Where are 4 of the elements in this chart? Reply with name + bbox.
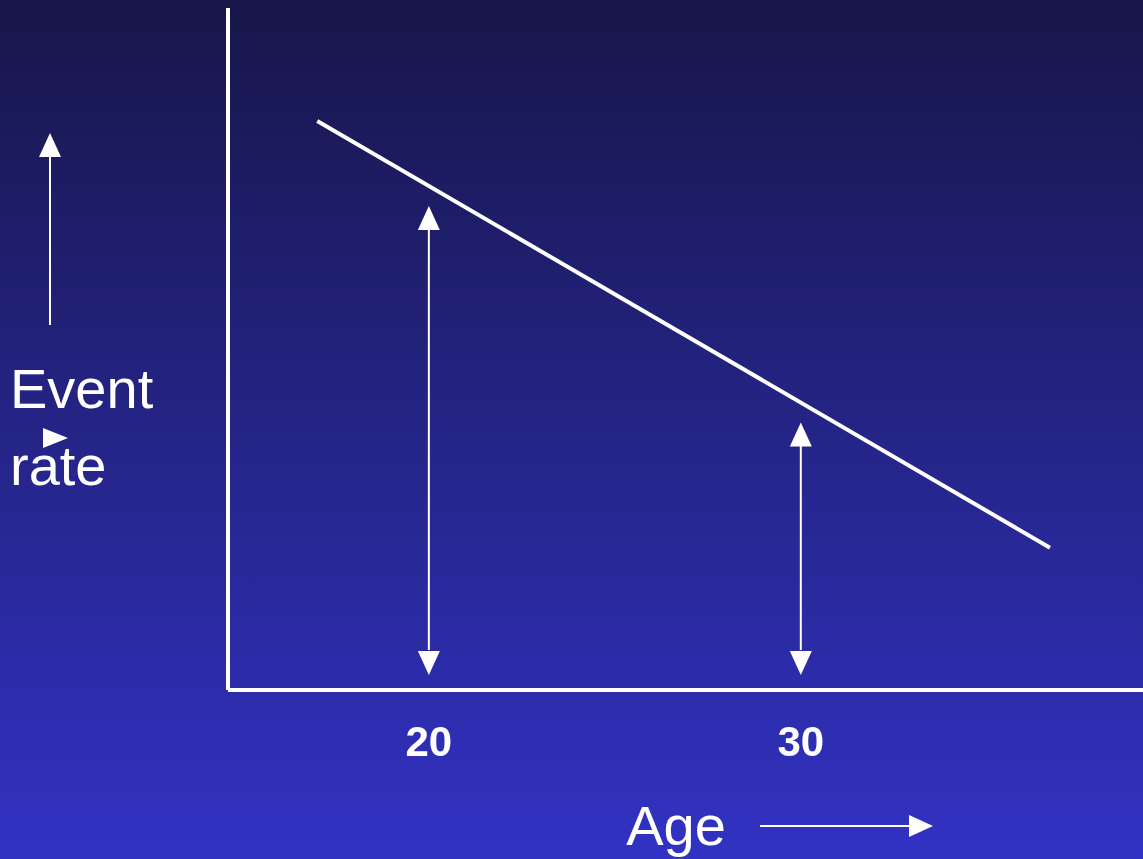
- x-tick-label: 20: [405, 718, 453, 765]
- x-tick-label: 30: [777, 718, 825, 765]
- x-axis-title: Age: [626, 794, 726, 857]
- y-axis-title: Event rate: [10, 357, 154, 497]
